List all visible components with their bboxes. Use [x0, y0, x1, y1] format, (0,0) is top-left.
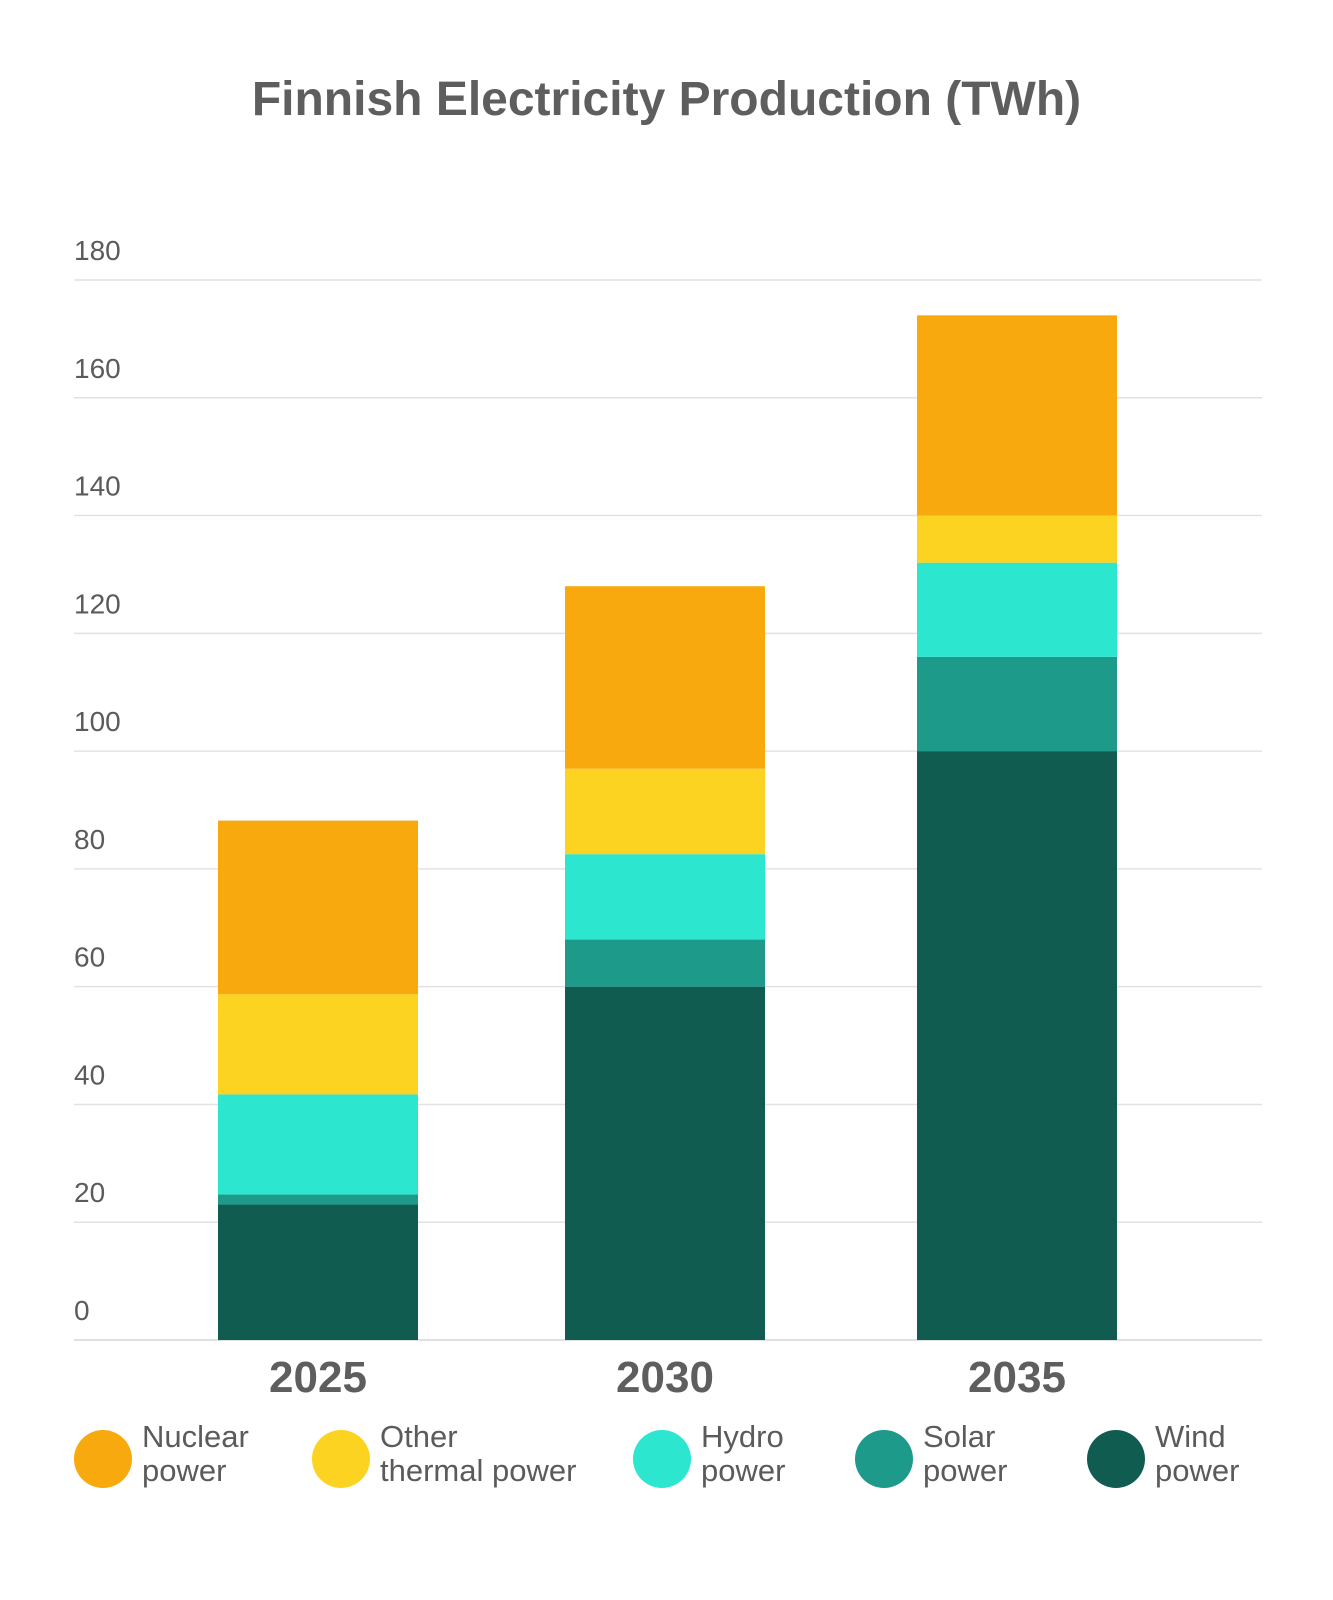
y-tick-label: 140 [74, 471, 121, 502]
bar-segment [917, 562, 1117, 657]
legend-label-line: Wind [1155, 1419, 1226, 1454]
bar-segment [917, 315, 1117, 516]
legend-label-line: Nuclear [142, 1419, 249, 1454]
legend-label-line: Other [380, 1419, 458, 1454]
y-tick-label: 0 [74, 1295, 90, 1326]
legend-label-line: power [142, 1453, 227, 1488]
legend-label-line: power [701, 1453, 786, 1488]
bar-segment [218, 1204, 418, 1340]
bar-segment [917, 656, 1117, 752]
legend-swatch [1087, 1430, 1145, 1488]
bar-segment [218, 820, 418, 995]
legend-swatch [312, 1430, 370, 1488]
chart-title: Finnish Electricity Production (TWh) [251, 73, 1082, 126]
y-tick-label: 60 [74, 942, 105, 973]
y-tick-label: 160 [74, 353, 121, 384]
legend-label: Solar power [923, 1420, 1007, 1488]
x-tick-label: 2035 [968, 1353, 1066, 1400]
legend-label-line: thermal power [380, 1453, 577, 1488]
bar-segment [917, 515, 1117, 563]
legend-swatch [633, 1430, 691, 1488]
bar-segment [565, 939, 765, 987]
bar-segment [565, 768, 765, 855]
legend-label: Hydro power [701, 1420, 785, 1488]
y-tick-label: 100 [74, 706, 121, 737]
x-tick-label: 2030 [616, 1353, 714, 1400]
legend-label-line: Hydro [701, 1419, 784, 1454]
bar-segment [218, 1094, 418, 1195]
y-tick-label: 80 [74, 824, 105, 855]
legend-label-line: power [1155, 1453, 1240, 1488]
bar-segment [565, 986, 765, 1340]
legend-label: Wind power [1155, 1420, 1239, 1488]
x-tick-label: 2025 [269, 1353, 367, 1400]
legend-swatch [74, 1430, 132, 1488]
bar-segment [218, 994, 418, 1095]
legend-label-line: power [923, 1453, 1008, 1488]
legend-label-line: Solar [923, 1419, 996, 1454]
stacked-bar-chart: 0 20 40 60 80 100 120 140 160 180 2025 2030 2035 [74, 235, 1262, 1400]
bar-segment [565, 854, 765, 940]
y-tick-label: 40 [74, 1059, 105, 1090]
legend-label: Other thermal power [380, 1420, 576, 1488]
y-tick-label: 120 [74, 588, 121, 619]
legend-label: Nuclear power [142, 1420, 249, 1488]
bar-segment [218, 1194, 418, 1205]
legend-swatch [855, 1430, 913, 1488]
chart-legend: Nuclear power Other thermal power Hydro power… [0, 1420, 1333, 1510]
bar-segment [917, 751, 1117, 1340]
y-tick-label: 20 [74, 1177, 105, 1208]
bar-segment [565, 586, 765, 769]
y-tick-label: 180 [74, 235, 121, 266]
